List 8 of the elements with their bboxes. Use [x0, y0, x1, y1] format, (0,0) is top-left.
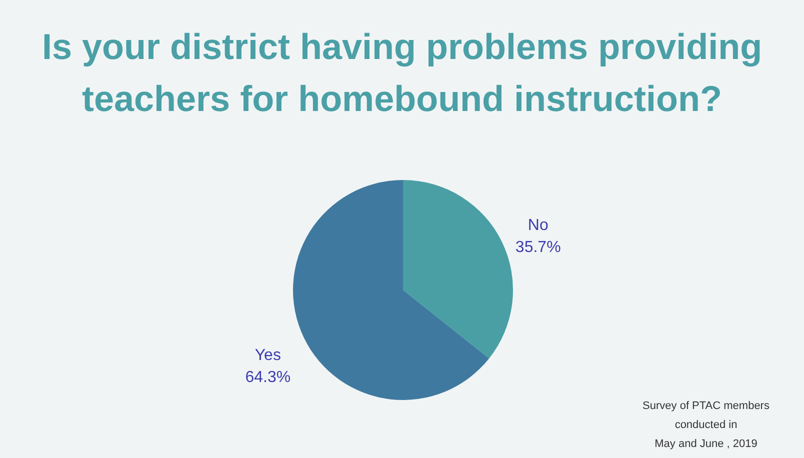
text: Survey of PTAC members conducted in May and June , 2019	[642, 400, 770, 450]
chart-title: Is your district having problems providing teachers for homebound instruction?	[42, 26, 762, 119]
pie-slice	[293, 180, 490, 400]
data-label: 35.7%	[515, 238, 561, 256]
slice-label: Yes	[254, 347, 281, 364]
slice-label: No	[528, 216, 548, 234]
pie-slice	[403, 180, 513, 359]
data-label: 64.3%	[245, 369, 291, 386]
